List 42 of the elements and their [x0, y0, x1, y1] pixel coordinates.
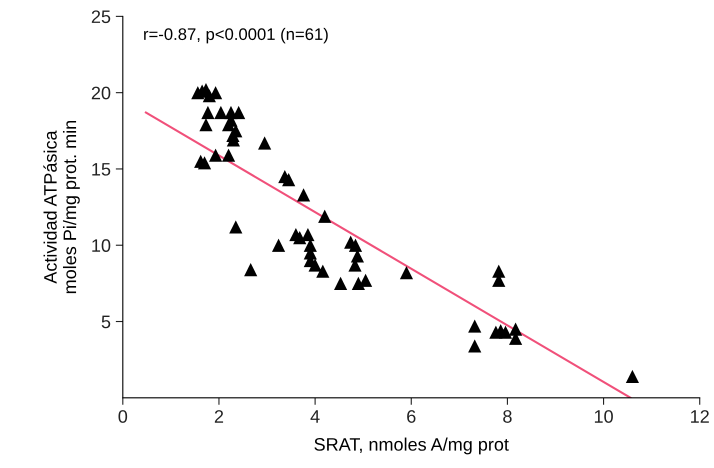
point [400, 266, 414, 280]
x-tick-label: 10 [594, 410, 613, 423]
y-tick-label: 25 [92, 10, 110, 24]
point [201, 106, 214, 120]
x-tick-label: 6 [407, 410, 416, 423]
point [282, 173, 296, 186]
x-tick-label: 12 [691, 410, 709, 423]
point [232, 106, 246, 120]
y-tick-label: 5 [102, 316, 110, 328]
point [293, 231, 306, 244]
point [272, 238, 286, 252]
x-tick-label: 0 [118, 410, 128, 423]
point [214, 106, 228, 120]
point [209, 148, 222, 162]
point [316, 264, 330, 278]
x-axis-title: SRAT, nmoles A/mg prot [314, 438, 509, 454]
point [308, 258, 322, 272]
x-tick-label: 2 [214, 410, 224, 423]
annotation: r=-0.87, p<0.0001 (n=61) [144, 28, 328, 44]
y-tick-label: 20 [92, 86, 110, 100]
y-tick-label: 10 [92, 239, 110, 252]
point [334, 276, 348, 290]
point [198, 156, 212, 170]
point [318, 210, 332, 223]
point [244, 263, 258, 276]
point [301, 228, 314, 242]
y-tick-label: 15 [92, 163, 110, 176]
point [492, 264, 506, 278]
point [626, 370, 639, 384]
x-tick-label: 8 [503, 410, 512, 423]
point [359, 274, 372, 287]
point [348, 238, 362, 252]
point [468, 339, 482, 353]
y-axis-title: Actividad ATPásica moles Pi/mg prot. min [43, 120, 80, 294]
point [199, 118, 213, 132]
point [229, 220, 242, 234]
point [222, 148, 236, 162]
x-tick-label: 4 [310, 410, 320, 423]
point [296, 188, 310, 202]
point [202, 89, 216, 102]
point [258, 136, 272, 150]
point [468, 320, 482, 333]
